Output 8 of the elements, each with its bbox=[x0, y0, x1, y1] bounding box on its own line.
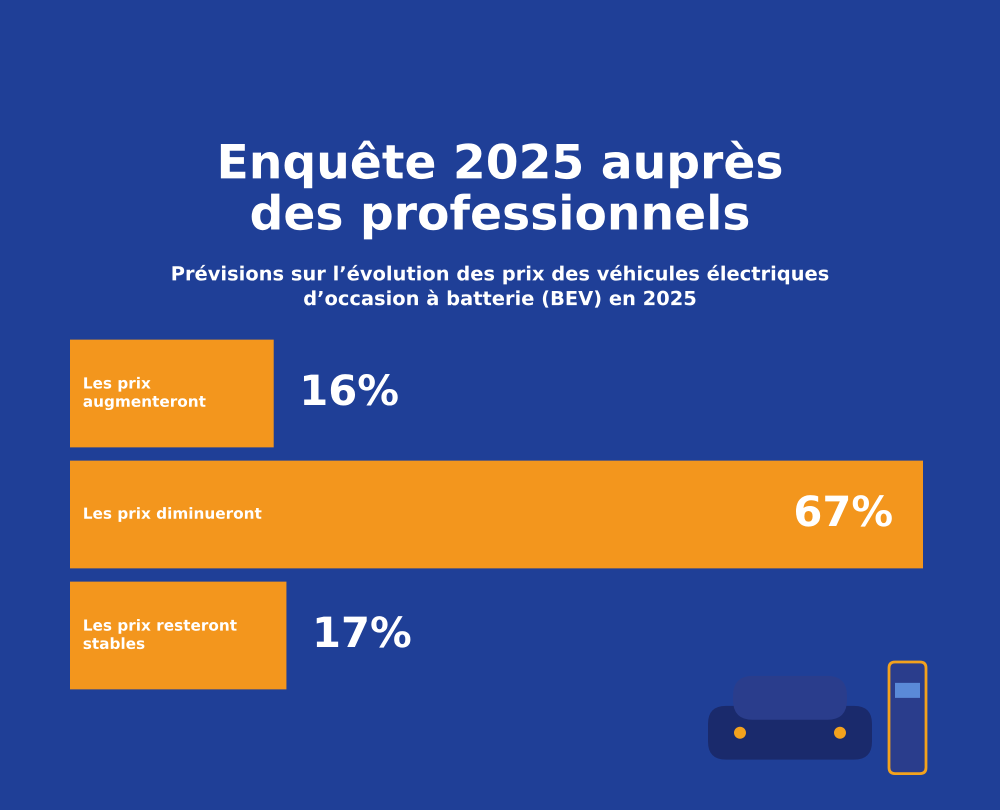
data-label: 67% bbox=[796, 495, 892, 527]
y-tick-label: Les prix augmenteront bbox=[83, 376, 206, 410]
data-label: 16% bbox=[304, 374, 398, 406]
chart-subtitle: Prévisions sur l’évolution des prix des véhicules électriques d’occasion à batterie (BEV) en 2025 bbox=[172, 264, 828, 308]
data-label: 17% bbox=[316, 616, 410, 648]
y-tick-label: Les prix diminueront bbox=[84, 507, 262, 522]
y-tick-label: Les prix resteront stables bbox=[84, 619, 237, 650]
chart-title: Enquête 2025 auprès des professionnels bbox=[220, 140, 782, 240]
